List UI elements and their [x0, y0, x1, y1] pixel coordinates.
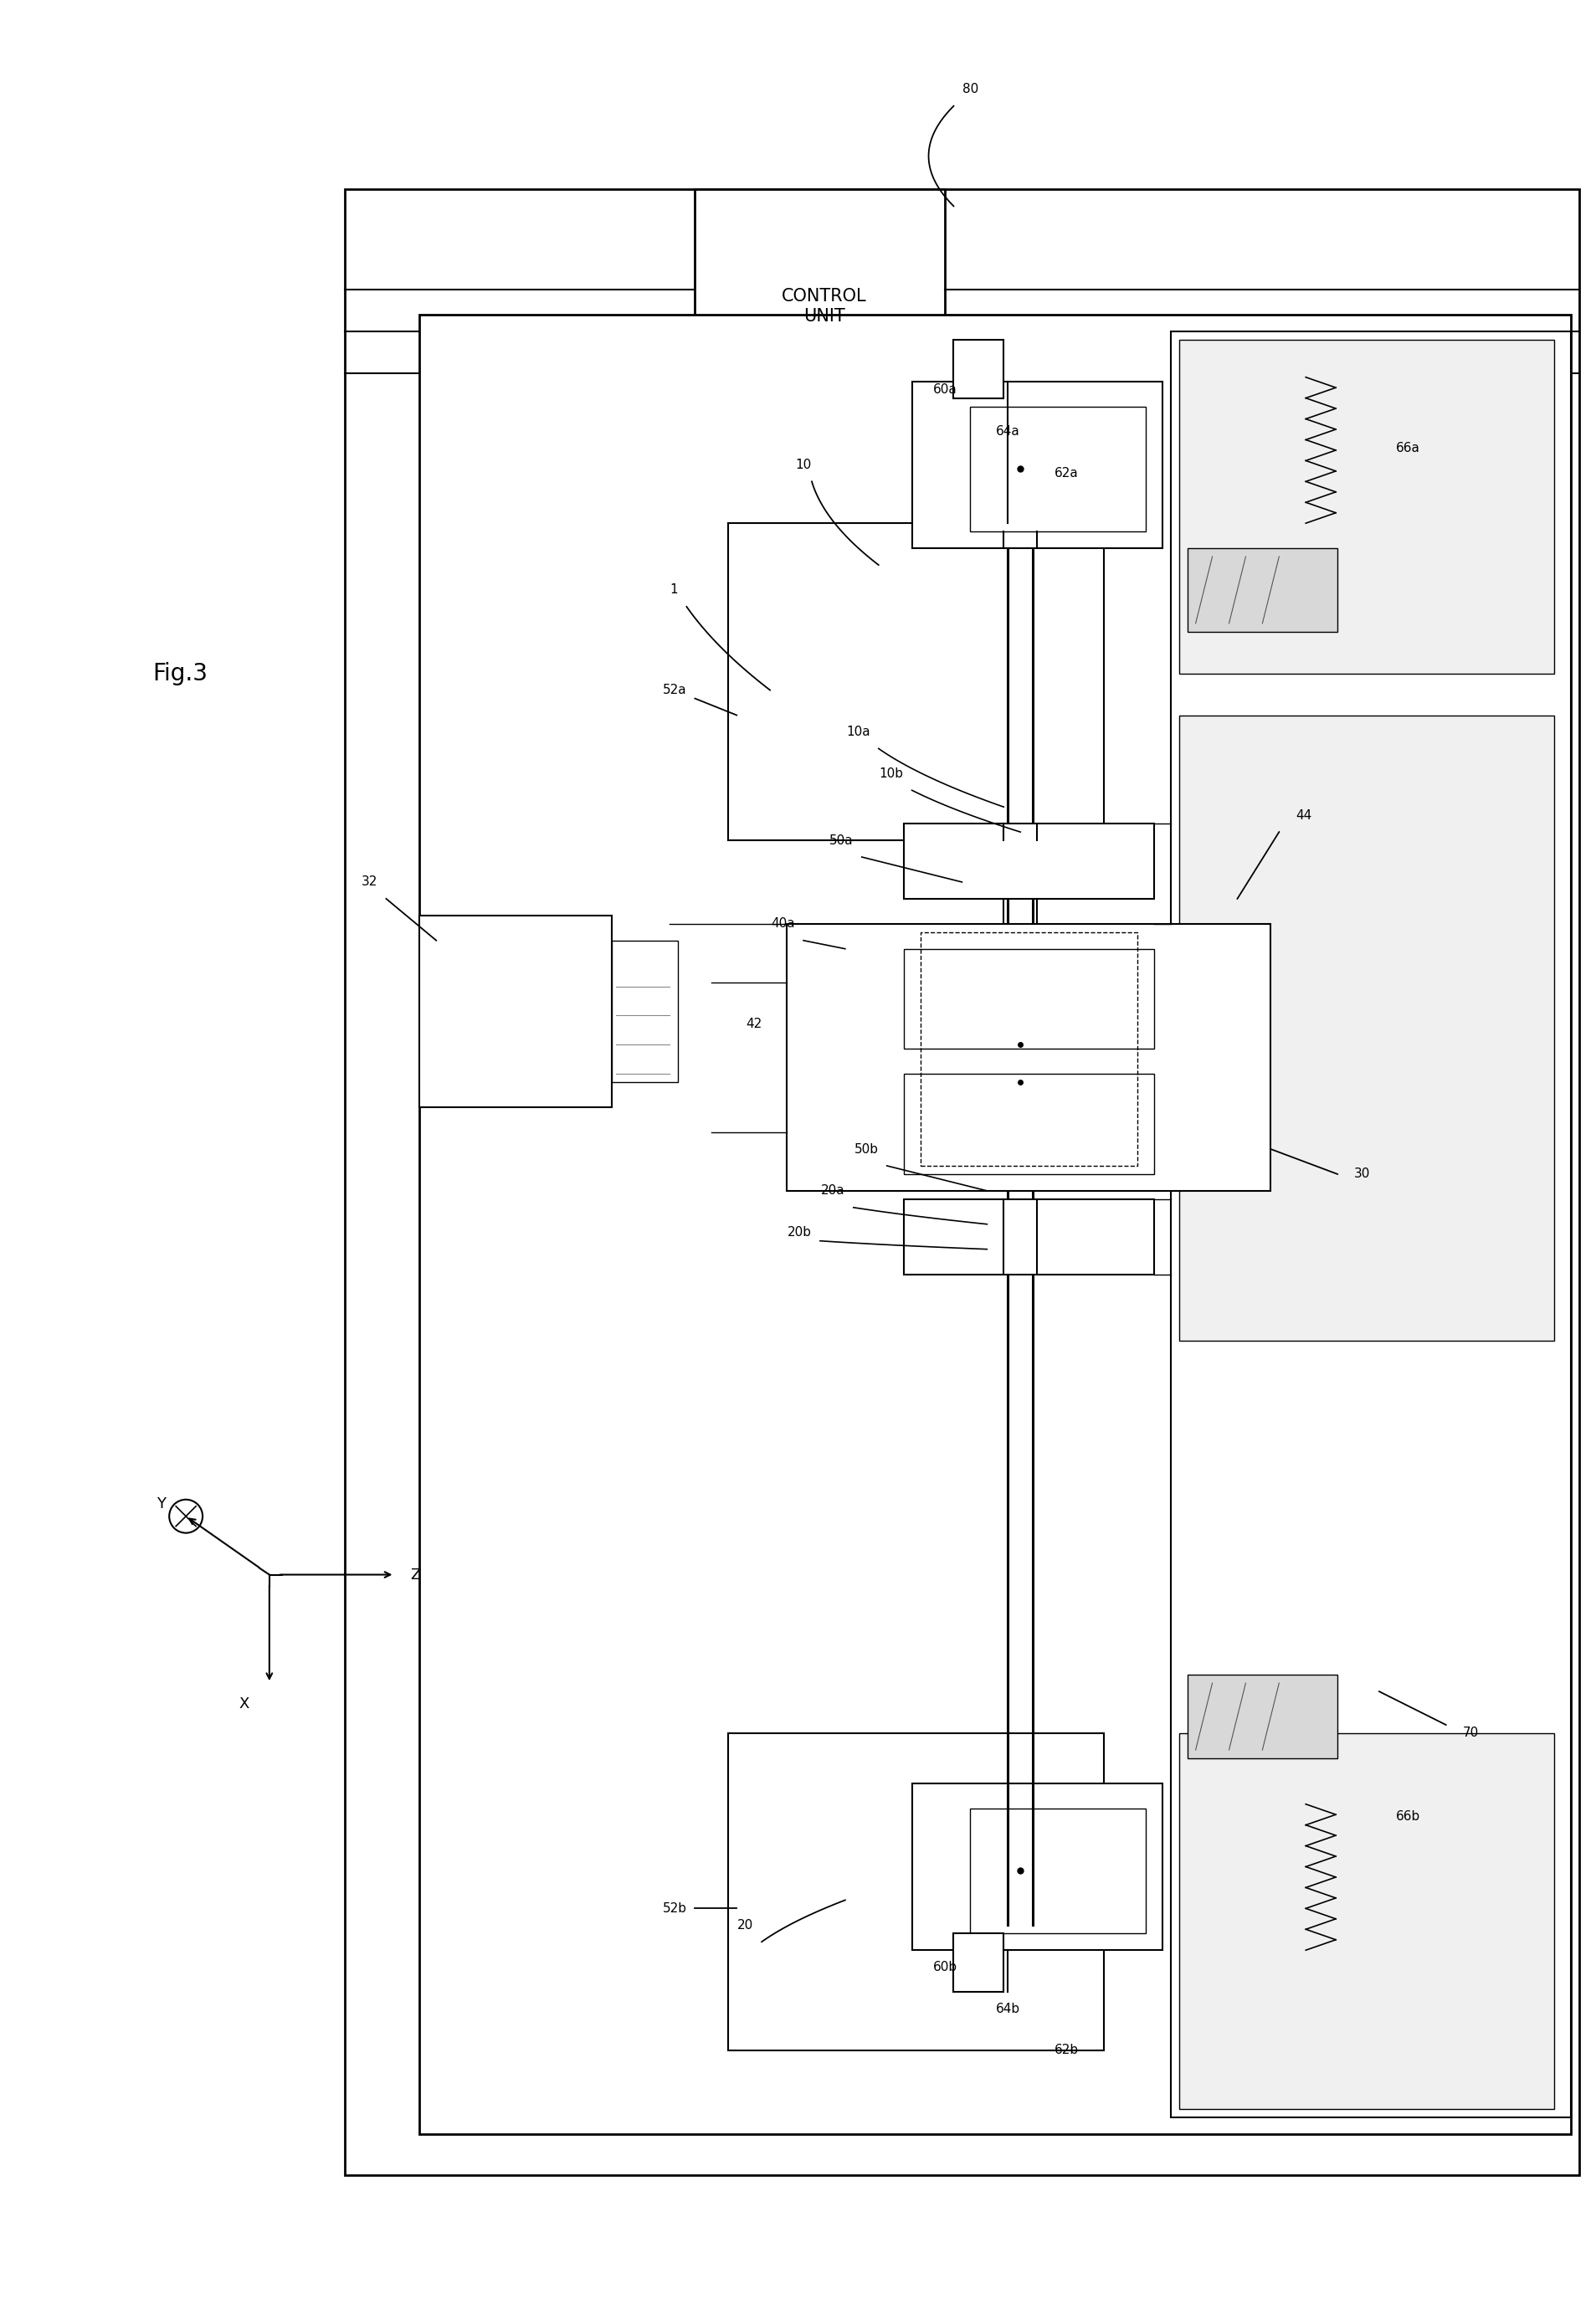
- Text: 42: 42: [745, 1018, 761, 1030]
- Bar: [420, 915, 611, 1108]
- Bar: [970, 406, 1146, 532]
- Text: 50a: 50a: [830, 834, 854, 846]
- Text: 64b: 64b: [996, 2002, 1020, 2016]
- Text: Fig.3: Fig.3: [153, 661, 207, 684]
- Text: 62b: 62b: [1053, 2044, 1079, 2057]
- Text: 20b: 20b: [787, 1226, 812, 1240]
- Bar: [611, 940, 678, 1083]
- Text: Y: Y: [156, 1495, 166, 1511]
- Bar: [903, 823, 1154, 899]
- Text: 60b: 60b: [934, 1961, 958, 1972]
- Bar: [954, 1933, 1004, 1993]
- Text: 30: 30: [1353, 1168, 1371, 1180]
- Text: 66a: 66a: [1396, 442, 1420, 454]
- Text: 64a: 64a: [996, 426, 1020, 438]
- Text: 44: 44: [1296, 809, 1312, 823]
- Text: 80: 80: [962, 83, 978, 94]
- Bar: [694, 189, 945, 424]
- Bar: [1179, 339, 1555, 673]
- Text: 20: 20: [737, 1919, 753, 1931]
- Bar: [787, 924, 1270, 1191]
- Bar: [903, 1074, 1154, 1175]
- Text: 40a: 40a: [771, 917, 795, 931]
- Text: 10b: 10b: [879, 767, 903, 779]
- Text: 20a: 20a: [822, 1184, 846, 1198]
- Text: 10: 10: [795, 458, 811, 470]
- Text: CONTROL
UNIT: CONTROL UNIT: [782, 288, 867, 325]
- Bar: [911, 1783, 1162, 1949]
- Text: Z: Z: [410, 1567, 420, 1583]
- Bar: [921, 933, 1138, 1166]
- Text: X: X: [239, 1696, 249, 1712]
- Text: 10a: 10a: [846, 726, 870, 737]
- Text: 66b: 66b: [1396, 1811, 1420, 1822]
- Text: 32: 32: [362, 876, 378, 889]
- Text: 50b: 50b: [854, 1143, 878, 1154]
- Bar: [728, 1733, 1104, 2051]
- Bar: [728, 523, 1104, 841]
- Text: 60a: 60a: [934, 382, 958, 396]
- Bar: [1187, 1675, 1337, 1758]
- Bar: [903, 1198, 1154, 1274]
- Bar: [954, 339, 1004, 399]
- Text: 52b: 52b: [662, 1903, 686, 1915]
- Bar: [911, 382, 1162, 548]
- Bar: [1187, 548, 1337, 631]
- Bar: [1170, 332, 1570, 2117]
- Text: 52a: 52a: [662, 684, 686, 696]
- Bar: [420, 316, 1570, 2134]
- Text: 1: 1: [670, 583, 678, 597]
- Bar: [1179, 714, 1555, 1341]
- Text: 70: 70: [1462, 1728, 1479, 1740]
- Text: 62a: 62a: [1055, 468, 1079, 479]
- Bar: [1179, 1733, 1555, 2108]
- Bar: [345, 189, 1580, 2175]
- Bar: [970, 1809, 1146, 1933]
- Bar: [903, 949, 1154, 1048]
